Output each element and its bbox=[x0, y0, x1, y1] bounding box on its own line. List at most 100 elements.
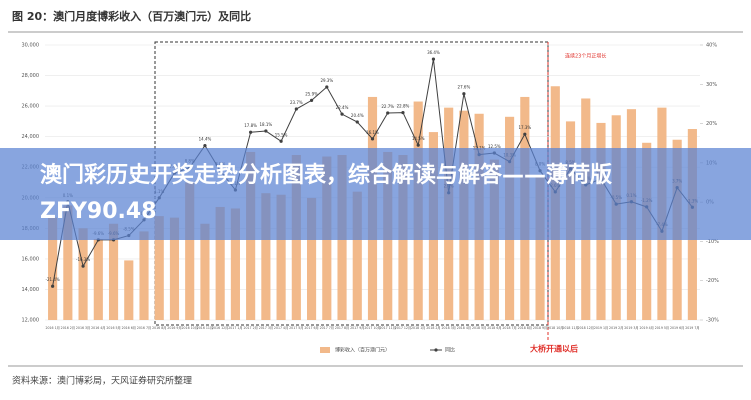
x-tick-label: 2018 6月 bbox=[487, 326, 501, 330]
x-tick-label: 2016 12月 bbox=[212, 326, 228, 330]
data-label: 17.8% bbox=[244, 123, 257, 128]
point bbox=[370, 137, 375, 141]
point bbox=[325, 85, 329, 89]
point bbox=[386, 111, 390, 115]
x-tick-label: 2017 7月 bbox=[320, 326, 334, 330]
data-label: 18.1% bbox=[260, 122, 273, 127]
legend-label: 同比 bbox=[445, 347, 455, 354]
bar bbox=[352, 191, 362, 320]
x-tick-label: 2018 7月 bbox=[502, 326, 516, 330]
bar bbox=[276, 194, 286, 320]
bar bbox=[200, 223, 210, 320]
bar bbox=[108, 223, 119, 320]
x-tick-label: 2017 8月 bbox=[335, 326, 349, 330]
point bbox=[264, 129, 268, 133]
point bbox=[294, 107, 298, 111]
point bbox=[249, 130, 253, 134]
point bbox=[309, 98, 314, 102]
x-tick-label: 2018 9月 bbox=[533, 326, 547, 330]
x-tick-label: 2016 6月 bbox=[122, 326, 136, 330]
bar bbox=[139, 231, 149, 320]
x-tick-label: 2017 9月 bbox=[350, 326, 364, 330]
x-tick-label: 2018 3月 bbox=[441, 326, 455, 330]
y-tick-label: 30,000 bbox=[22, 43, 40, 49]
data-label: -16.3% bbox=[76, 257, 90, 262]
x-tick-label: 2019 5月 bbox=[655, 326, 669, 330]
point bbox=[279, 139, 283, 143]
x-tick-label: 2017 4月 bbox=[274, 326, 288, 330]
bar bbox=[78, 228, 88, 320]
point bbox=[203, 143, 207, 148]
data-label: 17.3% bbox=[518, 125, 531, 130]
annotation: 大桥开通以后 bbox=[530, 344, 578, 354]
banner: 澳门彩历史开奖走势分析图表，综合解读与解答——薄荷版ZFY90.48 bbox=[0, 148, 751, 240]
x-tick-label: 2018 12月 bbox=[578, 326, 594, 330]
bar bbox=[230, 208, 240, 320]
x-tick-label: 2019 1月 bbox=[594, 326, 608, 330]
point bbox=[51, 284, 55, 288]
bar bbox=[93, 239, 103, 320]
data-label: -21.4% bbox=[46, 277, 60, 282]
bar bbox=[261, 193, 271, 320]
x-tick-label: 2019 2月 bbox=[609, 326, 623, 330]
x-tick-label: 2019 7月 bbox=[685, 326, 699, 330]
y2-tick-label: 40% bbox=[706, 43, 717, 49]
source: 资料来源：澳门博彩局，天风证券研究所整理 bbox=[12, 375, 192, 387]
point bbox=[416, 143, 420, 147]
data-label: 36.4% bbox=[427, 50, 440, 55]
x-tick-label: 2016 9月 bbox=[167, 326, 181, 330]
bar bbox=[63, 205, 73, 320]
point bbox=[462, 92, 466, 96]
annotation: 连续23个月正增长 bbox=[565, 53, 606, 60]
bar bbox=[185, 182, 195, 320]
x-tick-label: 2017 11月 bbox=[380, 326, 396, 330]
point bbox=[431, 57, 436, 61]
x-tick-label: 2019 3月 bbox=[624, 326, 638, 330]
x-tick-label: 2016 11月 bbox=[197, 326, 213, 330]
x-tick-label: 2019 4月 bbox=[640, 326, 654, 330]
bar bbox=[48, 217, 58, 320]
x-tick-label: 2018 5月 bbox=[472, 326, 486, 330]
y-tick-label: 26,000 bbox=[22, 104, 40, 110]
x-tick-label: 2018 2月 bbox=[426, 326, 440, 330]
y-tick-label: 28,000 bbox=[22, 73, 40, 79]
data-label: 14.5% bbox=[412, 136, 425, 141]
data-label: 16.1% bbox=[366, 130, 379, 135]
x-tick-label: 2017 12月 bbox=[395, 326, 411, 330]
y-tick-label: 12,000 bbox=[22, 318, 40, 324]
x-tick-label: 2016 1月 bbox=[45, 326, 59, 330]
bar bbox=[307, 197, 317, 320]
x-tick-label: 2016 4月 bbox=[91, 326, 105, 330]
y-tick-label: 14,000 bbox=[22, 287, 40, 293]
x-tick-label: 2016 3月 bbox=[76, 326, 90, 330]
x-tick-label: 2017 6月 bbox=[304, 326, 318, 330]
data-label: 22.4% bbox=[336, 105, 349, 110]
x-tick-label: 2017 1月 bbox=[228, 326, 242, 330]
x-tick-label: 2017 2月 bbox=[243, 326, 257, 330]
bar bbox=[535, 174, 545, 320]
legend-swatch bbox=[320, 347, 330, 353]
x-tick-label: 2017 5月 bbox=[289, 326, 303, 330]
point bbox=[355, 120, 359, 124]
x-tick-label: 2016 7月 bbox=[137, 326, 151, 330]
point bbox=[340, 112, 344, 116]
y-tick-label: 16,000 bbox=[22, 256, 40, 262]
bar bbox=[169, 217, 180, 320]
point bbox=[401, 110, 405, 115]
x-tick-label: 2018 1月 bbox=[411, 326, 425, 330]
legend-swatch bbox=[434, 348, 438, 352]
x-tick-label: 2017 10月 bbox=[364, 326, 380, 330]
x-tick-label: 2016 2月 bbox=[61, 326, 75, 330]
x-tick-label: 2016 8月 bbox=[152, 326, 166, 330]
x-tick-label: 2017 3月 bbox=[259, 326, 273, 330]
y2-tick-label: 20% bbox=[706, 121, 717, 127]
data-label: 22.8% bbox=[397, 104, 410, 109]
y2-tick-label: -10% bbox=[706, 239, 719, 245]
bar bbox=[154, 216, 164, 320]
data-label: 29.3% bbox=[320, 78, 333, 83]
point bbox=[81, 264, 85, 268]
bar bbox=[215, 206, 225, 320]
x-tick-label: 2016 5月 bbox=[106, 326, 120, 330]
data-label: 12.5% bbox=[488, 144, 501, 149]
